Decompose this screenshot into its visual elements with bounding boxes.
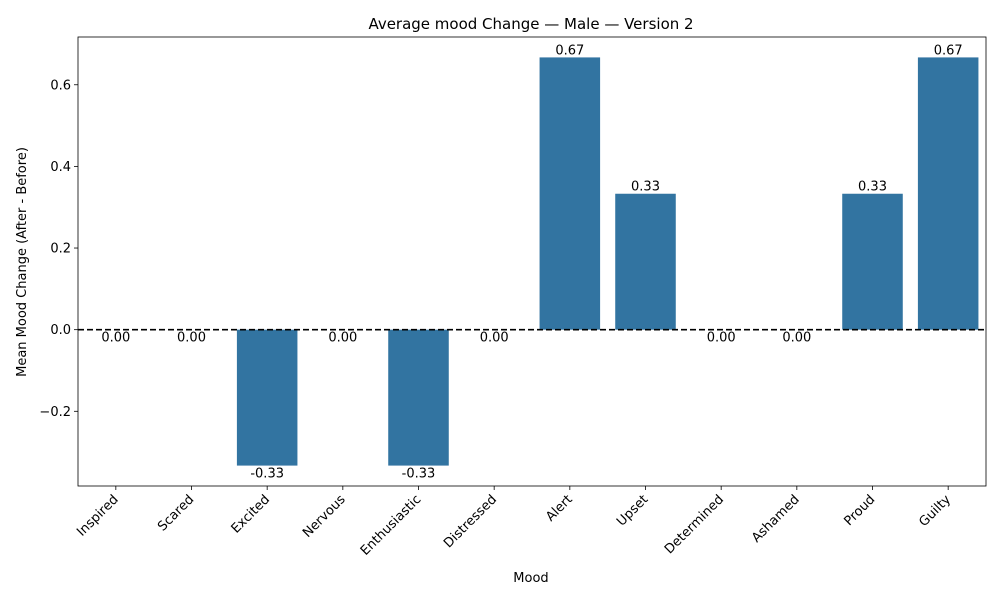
chart-title: Average mood Change — Male — Version 2	[368, 15, 693, 33]
data-label-proud: 0.33	[858, 180, 887, 195]
data-label-ashamed: 0.00	[782, 331, 811, 346]
data-label-distressed: 0.00	[480, 331, 509, 346]
x-tick-label-upset: Upset	[614, 492, 651, 529]
x-tick-label-scared: Scared	[155, 492, 197, 534]
x-tick-label-distressed: Distressed	[441, 492, 500, 551]
x-tick-label-ashamed: Ashamed	[749, 492, 803, 546]
bar-excited	[236, 329, 298, 466]
x-tick-label-inspired: Inspired	[74, 492, 121, 539]
y-tick-label: 0.4	[50, 160, 71, 175]
data-label-alert: 0.67	[555, 43, 584, 58]
data-label-inspired: 0.00	[101, 331, 130, 346]
x-tick-label-enthusiastic: Enthusiastic	[358, 492, 424, 558]
bar-enthusiastic	[388, 329, 449, 466]
x-tick-label-nervous: Nervous	[300, 492, 349, 541]
axes-frame	[77, 36, 987, 487]
y-axis-label: Mean Mood Change (After - Before)	[15, 147, 30, 377]
x-tick-label-guilty: Guilty	[916, 492, 954, 530]
plot-area: 0.00 0.00 -0.33 0.00 -0.33 0.00 0.67 0.33 0.00 0.…	[39, 36, 987, 559]
y-tick-label: 0.0	[50, 323, 71, 338]
data-label-guilty: 0.67	[934, 43, 963, 58]
x-axis-label: Mood	[513, 571, 548, 586]
y-tick-label: 0.2	[50, 242, 71, 257]
data-label-scared: 0.00	[177, 331, 206, 346]
bar-upset	[615, 193, 676, 330]
data-label-nervous: 0.00	[328, 331, 357, 346]
x-tick-label-excited: Excited	[229, 492, 273, 536]
x-tick-label-alert: Alert	[543, 492, 575, 524]
bar-guilty	[917, 57, 979, 330]
x-tick-label-proud: Proud	[841, 492, 878, 529]
y-tick-label: −0.2	[39, 405, 71, 420]
bar-alert	[539, 57, 601, 330]
y-tick-label: 0.6	[50, 78, 71, 93]
data-label-determined: 0.00	[707, 331, 736, 346]
data-label-enthusiastic: -0.33	[402, 467, 436, 482]
data-label-upset: 0.33	[631, 180, 660, 195]
x-tick-label-determined: Determined	[662, 492, 727, 557]
bar-proud	[842, 193, 903, 330]
data-label-excited: -0.33	[250, 467, 284, 482]
